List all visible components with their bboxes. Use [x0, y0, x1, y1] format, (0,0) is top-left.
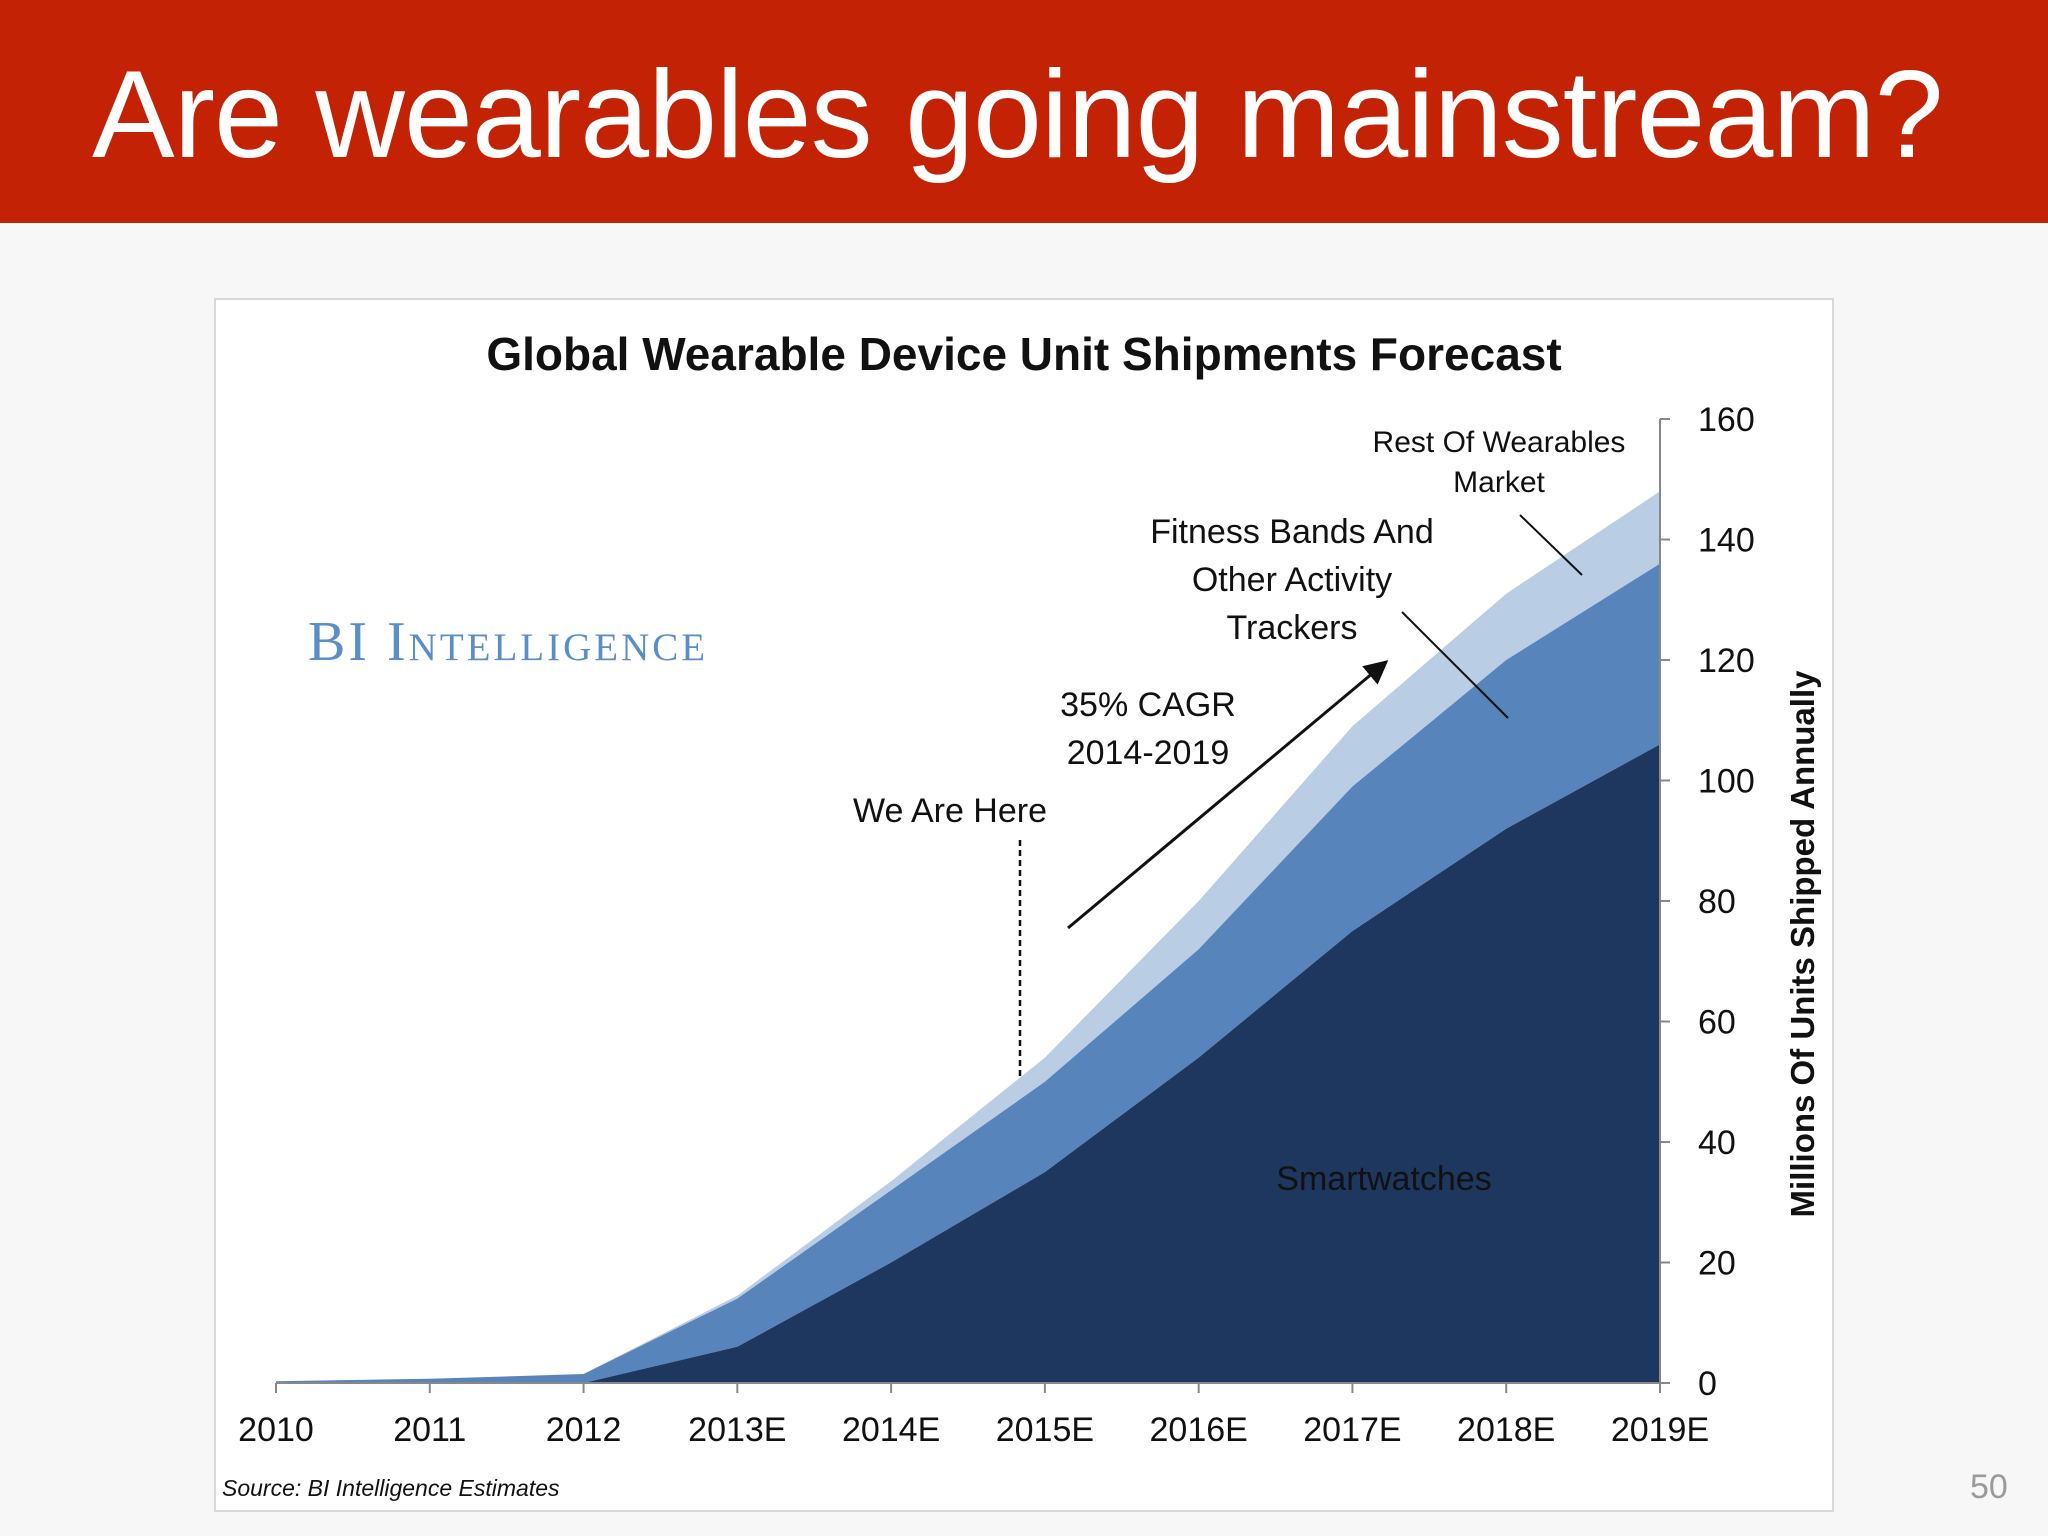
x-tick-label: 2013E: [688, 1411, 786, 1449]
cagr-arrow: [1067, 660, 1389, 930]
cagr-label-line2: 2014-2019: [1067, 734, 1230, 772]
fitness-label-line3: Trackers: [1227, 609, 1358, 647]
y-tick-label: 0: [1698, 1365, 1717, 1403]
smartwatches-label: Smartwatches: [1276, 1160, 1491, 1198]
source-note: Source: BI Intelligence Estimates: [222, 1475, 560, 1501]
fitness-pointer-line: [1401, 611, 1509, 719]
x-tick-label: 2018E: [1457, 1411, 1555, 1449]
y-axis-label: Millions Of Units Shipped Annually: [1784, 670, 1821, 1218]
x-tick-label: 2019E: [1611, 1411, 1709, 1449]
fitness-label-line1: Fitness Bands And: [1150, 513, 1434, 551]
y-tick-label: 160: [1698, 401, 1755, 439]
we-are-here-label: We Are Here: [853, 792, 1047, 830]
title-banner: Are wearables going mainstream?: [0, 0, 2048, 223]
x-tick-label: 2012: [546, 1411, 622, 1449]
x-tick-label: 2016E: [1150, 1411, 1248, 1449]
slide-title: Are wearables going mainstream?: [92, 46, 1944, 184]
area-series-group: [276, 491, 1660, 1383]
x-tick-label: 2017E: [1303, 1411, 1401, 1449]
rest-pointer-line: [1519, 514, 1583, 576]
area-smartwatches: [276, 744, 1660, 1383]
wearables-area-chart: Global Wearable Device Unit Shipments Fo…: [222, 328, 1821, 1501]
fitness-label-line2: Other Activity: [1192, 561, 1392, 599]
rest-label-line2: Market: [1453, 466, 1545, 499]
chart-title: Global Wearable Device Unit Shipments Fo…: [486, 328, 1561, 380]
y-tick-label: 140: [1698, 522, 1755, 560]
y-tick-label: 100: [1698, 763, 1755, 801]
y-tick-label: 20: [1698, 1245, 1736, 1283]
y-tick-label: 40: [1698, 1124, 1736, 1162]
x-tick-label: 2014E: [842, 1411, 940, 1449]
axis-group: 2010 2011 2012 2013E 2014E 2015E 2016E 2017E 201…: [238, 401, 1755, 1449]
page-number: 50: [1970, 1468, 2008, 1506]
brand-logo: BI Intelligence: [308, 611, 708, 673]
y-tick-label: 120: [1698, 642, 1755, 680]
x-tick-label: 2015E: [996, 1411, 1094, 1449]
rest-label-line1: Rest Of Wearables: [1373, 426, 1626, 459]
x-tick-label: 2010: [238, 1411, 314, 1449]
y-tick-label: 60: [1698, 1004, 1736, 1042]
y-tick-label: 80: [1698, 883, 1736, 921]
cagr-label-line1: 35% CAGR: [1060, 686, 1236, 724]
chart-panel: Global Wearable Device Unit Shipments Fo…: [214, 298, 1834, 1512]
x-tick-label: 2011: [393, 1411, 466, 1449]
